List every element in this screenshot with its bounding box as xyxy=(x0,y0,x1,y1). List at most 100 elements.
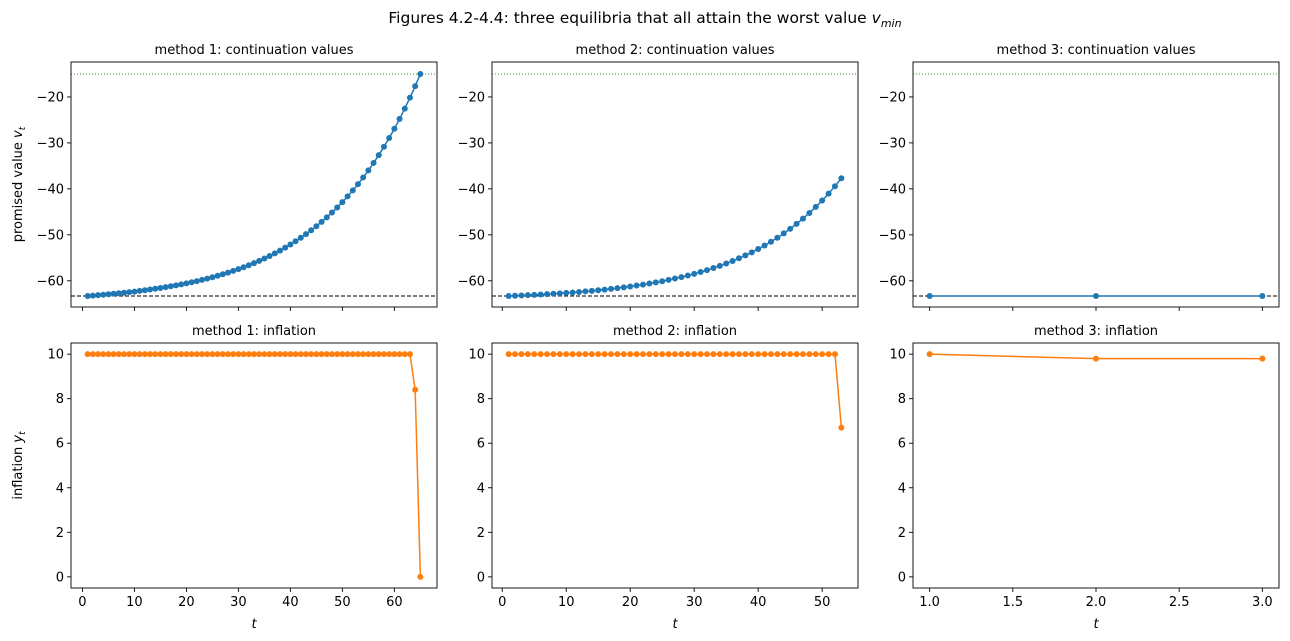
data-point xyxy=(84,351,91,358)
panel-title: method 3: inflation xyxy=(1034,324,1158,339)
y-tick-label: 10 xyxy=(468,348,485,363)
panel-m2v: method 2: continuation values −60 −50 −40 −3… xyxy=(458,43,859,311)
data-point xyxy=(812,203,819,210)
data-point xyxy=(282,351,289,358)
data-point xyxy=(691,270,698,277)
x-tick-label: 20 xyxy=(178,595,195,610)
y-tick-label: −40 xyxy=(879,182,906,197)
data-point xyxy=(926,351,933,358)
suptitle-subscript: min xyxy=(881,17,902,30)
axes-frame xyxy=(70,61,438,308)
data-point xyxy=(684,351,691,358)
data-point xyxy=(678,351,685,358)
data-point xyxy=(276,247,283,254)
data-point xyxy=(716,351,723,358)
data-point xyxy=(588,287,595,294)
data-point xyxy=(245,262,252,269)
y-tick-label: 2 xyxy=(477,526,485,541)
y-tick-label: 2 xyxy=(898,526,906,541)
data-point xyxy=(100,351,107,358)
data-point xyxy=(240,264,247,271)
data-point xyxy=(672,275,678,282)
data-point xyxy=(328,209,335,216)
data-point xyxy=(735,255,742,262)
data-point xyxy=(173,282,180,289)
data-point xyxy=(271,250,278,257)
data-point xyxy=(121,351,128,358)
data-point xyxy=(292,238,299,245)
y-tick-label: 10 xyxy=(889,348,906,363)
data-point xyxy=(665,351,672,358)
y-tick-label: 8 xyxy=(898,392,906,407)
data-point xyxy=(162,351,169,358)
y-tick-label: −50 xyxy=(458,228,485,243)
data-point xyxy=(748,249,755,256)
data-point xyxy=(136,351,143,358)
x-tick-label: 50 xyxy=(334,595,351,610)
data-point xyxy=(131,288,138,295)
data-point xyxy=(806,351,813,358)
data-point xyxy=(266,351,273,358)
data-point xyxy=(344,351,351,358)
data-point xyxy=(297,351,304,358)
data-point xyxy=(188,351,195,358)
data-point xyxy=(569,289,576,296)
y-tick-label: 6 xyxy=(898,437,906,452)
data-point xyxy=(729,257,736,264)
data-point xyxy=(556,351,563,358)
data-point xyxy=(729,351,736,358)
y-tick-label: 4 xyxy=(56,481,64,496)
data-point xyxy=(105,291,112,298)
data-point xyxy=(401,105,408,112)
data-point xyxy=(620,284,627,291)
data-point xyxy=(271,351,278,358)
data-point xyxy=(157,351,164,358)
y-tick-label: −40 xyxy=(458,182,485,197)
data-point xyxy=(633,351,640,358)
x-axis-label: t xyxy=(1093,617,1099,632)
x-tick-label: 1.5 xyxy=(1002,595,1023,610)
data-point xyxy=(812,351,819,358)
x-tick-label: 20 xyxy=(622,595,639,610)
data-point xyxy=(193,351,200,358)
data-point xyxy=(761,242,768,249)
data-point xyxy=(806,209,813,216)
data-point xyxy=(126,351,133,358)
data-point xyxy=(235,266,242,273)
data-point xyxy=(396,351,403,358)
data-point xyxy=(601,351,608,358)
x-tick-label: 50 xyxy=(814,595,831,610)
data-point xyxy=(183,351,190,358)
data-point xyxy=(375,351,382,358)
suptitle-text: Figures 4.2-4.4: three equilibria that a… xyxy=(388,9,871,27)
data-point xyxy=(659,351,666,358)
data-point xyxy=(563,351,570,358)
data-point xyxy=(209,274,216,281)
axes-frame xyxy=(912,61,1280,308)
data-point xyxy=(225,269,232,276)
axes-frame xyxy=(70,342,438,589)
data-point xyxy=(152,285,159,292)
data-point xyxy=(518,351,525,358)
data-point xyxy=(646,280,653,287)
data-point xyxy=(204,275,211,282)
data-point xyxy=(831,351,838,358)
y-tick-label: −20 xyxy=(879,90,906,105)
data-point xyxy=(518,292,525,299)
data-point xyxy=(576,288,583,295)
data-point xyxy=(512,351,519,358)
panel-title: method 2: inflation xyxy=(613,324,737,339)
x-tick-label: 40 xyxy=(282,595,299,610)
data-point xyxy=(774,234,781,241)
data-point xyxy=(391,125,398,132)
data-point xyxy=(225,351,232,358)
data-point xyxy=(505,351,512,358)
data-point xyxy=(819,351,826,358)
data-point xyxy=(537,351,544,358)
data-point xyxy=(406,94,413,101)
x-axis-label: t xyxy=(251,617,257,632)
data-point xyxy=(703,267,710,274)
data-point xyxy=(595,351,602,358)
data-point xyxy=(89,351,96,358)
panel-m1v: method 1: continuation values −60 −50 −40 −3… xyxy=(11,43,438,311)
